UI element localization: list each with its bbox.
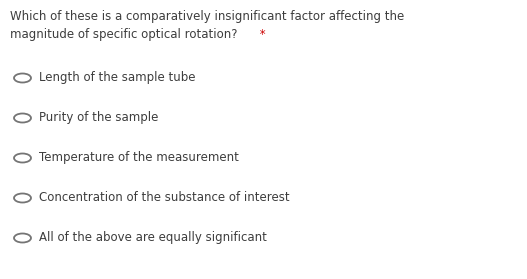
Text: magnitude of specific optical rotation?: magnitude of specific optical rotation? [10,28,238,41]
Text: Which of these is a comparatively insignificant factor affecting the: Which of these is a comparatively insign… [10,10,404,23]
Text: All of the above are equally significant: All of the above are equally significant [39,231,267,244]
Text: Concentration of the substance of interest: Concentration of the substance of intere… [39,191,290,204]
Text: Temperature of the measurement: Temperature of the measurement [39,151,239,164]
Text: Length of the sample tube: Length of the sample tube [39,71,196,84]
Text: Purity of the sample: Purity of the sample [39,111,159,124]
Text: *: * [256,28,266,41]
